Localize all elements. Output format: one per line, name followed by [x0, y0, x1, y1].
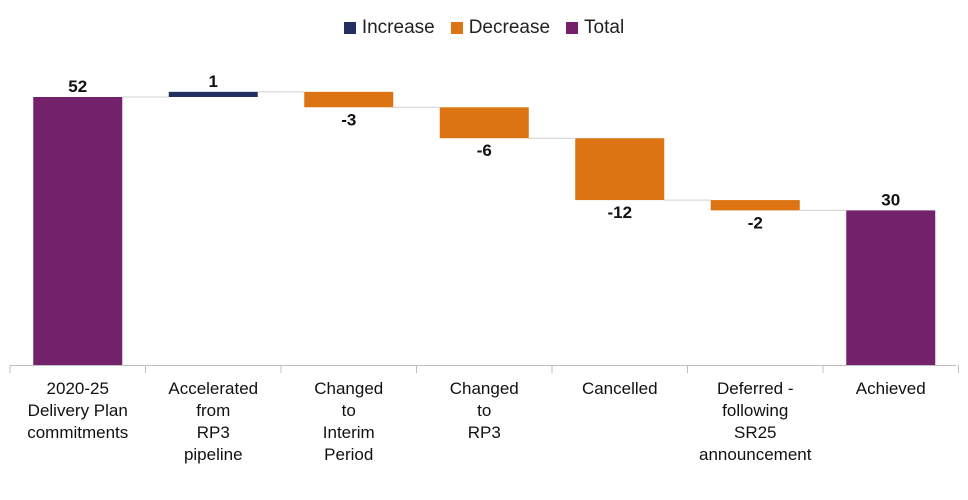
data-label: -12: [607, 203, 632, 222]
bar-total: [846, 210, 936, 365]
data-label: 30: [881, 190, 900, 209]
data-label: -3: [341, 110, 356, 129]
x-tick-label: Changed to Interim Period: [314, 379, 383, 464]
legend-label-decrease: Decrease: [468, 17, 551, 38]
legend-item-decrease: Decrease: [450, 17, 551, 39]
legend-swatch-increase: [343, 22, 356, 34]
legend-label-total: Total: [584, 17, 625, 38]
x-tick-label: Accelerated from RP3 pipeline: [168, 379, 258, 464]
bar-increase: [168, 91, 258, 97]
x-tick-label: Changed to RP3: [450, 379, 519, 442]
chart-legend: Increase Decrease Total: [0, 17, 968, 39]
x-tick-label: Deferred -following SR25 announcement: [699, 379, 812, 464]
legend-label-increase: Increase: [361, 17, 435, 38]
x-tick-label: Cancelled: [582, 379, 658, 398]
bar-decrease: [304, 91, 394, 108]
bar-decrease: [710, 200, 800, 211]
legend-swatch-total: [566, 22, 579, 34]
data-label: 1: [209, 72, 218, 91]
data-label: -6: [477, 141, 492, 160]
bar-decrease: [575, 138, 665, 201]
bar-decrease: [439, 107, 529, 139]
legend-swatch-decrease: [450, 22, 463, 34]
data-label: 52: [68, 77, 87, 96]
x-tick-label: 2020-25 Delivery Plan commitments: [27, 379, 128, 442]
bar-total: [33, 96, 123, 365]
legend-item-total: Total: [566, 17, 624, 39]
x-tick-label: Achieved: [856, 379, 926, 398]
legend-item-increase: Increase: [343, 17, 435, 39]
data-label: -2: [748, 213, 763, 232]
